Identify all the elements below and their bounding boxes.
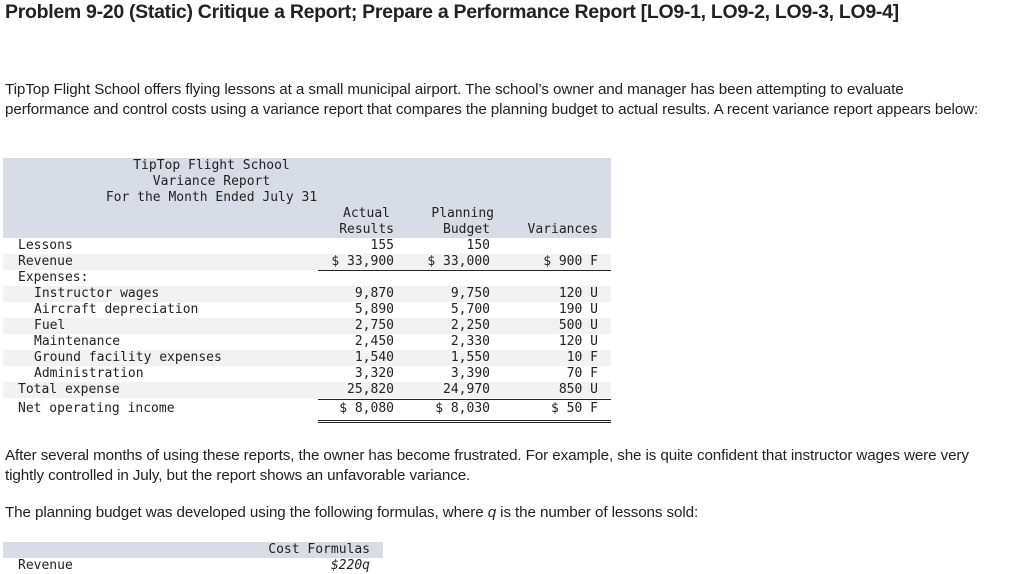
- row-label: Net operating income: [18, 401, 175, 416]
- row-label: Ground facility expenses: [34, 350, 222, 365]
- planning-value: 24,970: [443, 382, 490, 397]
- variance-value: 120 U: [558, 334, 598, 349]
- row-label: Expenses:: [18, 270, 89, 285]
- actual-value: 1,540: [354, 350, 394, 365]
- row-label: Instructor wages: [34, 286, 160, 301]
- formulas-intro-paragraph: The planning budget was developed using …: [5, 503, 985, 523]
- actual-value: 25,820: [347, 382, 394, 397]
- col-planning-line1: Planning: [431, 206, 494, 221]
- variance-value: $ 50 F: [551, 401, 598, 416]
- planning-value: 2,330: [450, 334, 490, 349]
- variance-value: 500 U: [558, 318, 598, 333]
- variance-report-table: TipTop Flight School Variance Report For…: [3, 158, 611, 423]
- table-row-lessons: Lessons 155 150: [3, 238, 611, 254]
- planning-value: 150: [466, 238, 490, 253]
- formulas-intro-text-before: The planning budget was developed using …: [5, 504, 488, 521]
- planning-value: 2,250: [450, 318, 490, 333]
- report-company: TipTop Flight School: [133, 158, 290, 173]
- actual-value: $ 8,080: [339, 401, 394, 416]
- variance-value: 10 F: [566, 350, 598, 365]
- row-label: Aircraft depreciation: [34, 302, 199, 317]
- total-expense-underline: [318, 399, 611, 400]
- report-name: Variance Report: [152, 174, 271, 189]
- actual-value: 2,450: [354, 334, 394, 349]
- planning-value: $ 8,030: [435, 401, 490, 416]
- row-label: Fuel: [34, 318, 66, 333]
- formulas-intro-text-after: is the number of lessons sold:: [496, 504, 699, 521]
- cost-formulas-header: Cost Formulas: [3, 542, 383, 558]
- net-income-double-underline-1: [318, 420, 611, 421]
- actual-value: $ 33,900: [331, 254, 394, 269]
- row-label: Administration: [34, 366, 144, 381]
- cost-formula-row-revenue: Revenue $220q: [3, 558, 383, 574]
- actual-value: 3,320: [354, 366, 394, 381]
- variance-value: 70 F: [566, 366, 598, 381]
- col-planning-line2: Budget: [443, 222, 490, 237]
- actual-value: 155: [370, 238, 394, 253]
- table-row-total-expense: Total expense 25,820 24,970 850 U: [3, 382, 611, 400]
- planning-value: 9,750: [450, 286, 490, 301]
- table-row-ground-facility: Ground facility expenses 1,540 1,550 10 …: [3, 350, 611, 366]
- table-row-fuel: Fuel 2,750 2,250 500 U: [3, 318, 611, 334]
- variance-value: 120 U: [558, 286, 598, 301]
- planning-value: 1,550: [450, 350, 490, 365]
- actual-value: 5,890: [354, 302, 394, 317]
- col-variances: Variances: [527, 222, 598, 237]
- table-row-expenses-heading: Expenses:: [3, 270, 611, 286]
- revenue-underline: [318, 270, 611, 271]
- planning-value: 3,390: [450, 366, 490, 381]
- planning-value: $ 33,000: [427, 254, 490, 269]
- actual-value: 9,870: [354, 286, 394, 301]
- row-label: Lessons: [18, 238, 73, 253]
- intro-paragraph: TipTop Flight School offers flying lesso…: [5, 81, 979, 118]
- row-label: Maintenance: [34, 334, 121, 349]
- row-label: Total expense: [18, 382, 120, 397]
- cost-formulas-header-label: Cost Formulas: [268, 542, 370, 557]
- cost-formulas-table: Cost Formulas Revenue $220q: [3, 542, 383, 574]
- variance-value: 850 U: [558, 382, 598, 397]
- formula-label: Revenue: [18, 558, 73, 573]
- table-row-maintenance: Maintenance 2,450 2,330 120 U: [3, 334, 611, 350]
- formulas-intro-variable: q: [487, 504, 497, 521]
- variance-value: $ 900 F: [543, 254, 598, 269]
- problem-title: Problem 9-20 (Static) Critique a Report;…: [5, 1, 899, 23]
- actual-value: 2,750: [354, 318, 394, 333]
- formula-value: $220q: [330, 558, 370, 573]
- report-header: TipTop Flight School Variance Report For…: [3, 158, 611, 238]
- col-actual-line1: Actual: [343, 206, 390, 221]
- table-row-net-operating-income: Net operating income $ 8,080 $ 8,030 $ 5…: [3, 398, 611, 423]
- table-row-revenue: Revenue $ 33,900 $ 33,000 $ 900 F: [3, 254, 611, 271]
- col-actual-line2: Results: [339, 222, 394, 237]
- variance-value: 190 U: [558, 302, 598, 317]
- report-period: For the Month Ended July 31: [105, 190, 318, 205]
- net-income-double-underline-2: [318, 422, 611, 423]
- row-label: Revenue: [18, 254, 73, 269]
- table-row-administration: Administration 3,320 3,390 70 F: [3, 366, 611, 383]
- table-row-aircraft-depreciation: Aircraft depreciation 5,890 5,700 190 U: [3, 302, 611, 318]
- table-row-instructor-wages: Instructor wages 9,870 9,750 120 U: [3, 286, 611, 302]
- followup-paragraph: After several months of using these repo…: [5, 447, 969, 484]
- planning-value: 5,700: [450, 302, 490, 317]
